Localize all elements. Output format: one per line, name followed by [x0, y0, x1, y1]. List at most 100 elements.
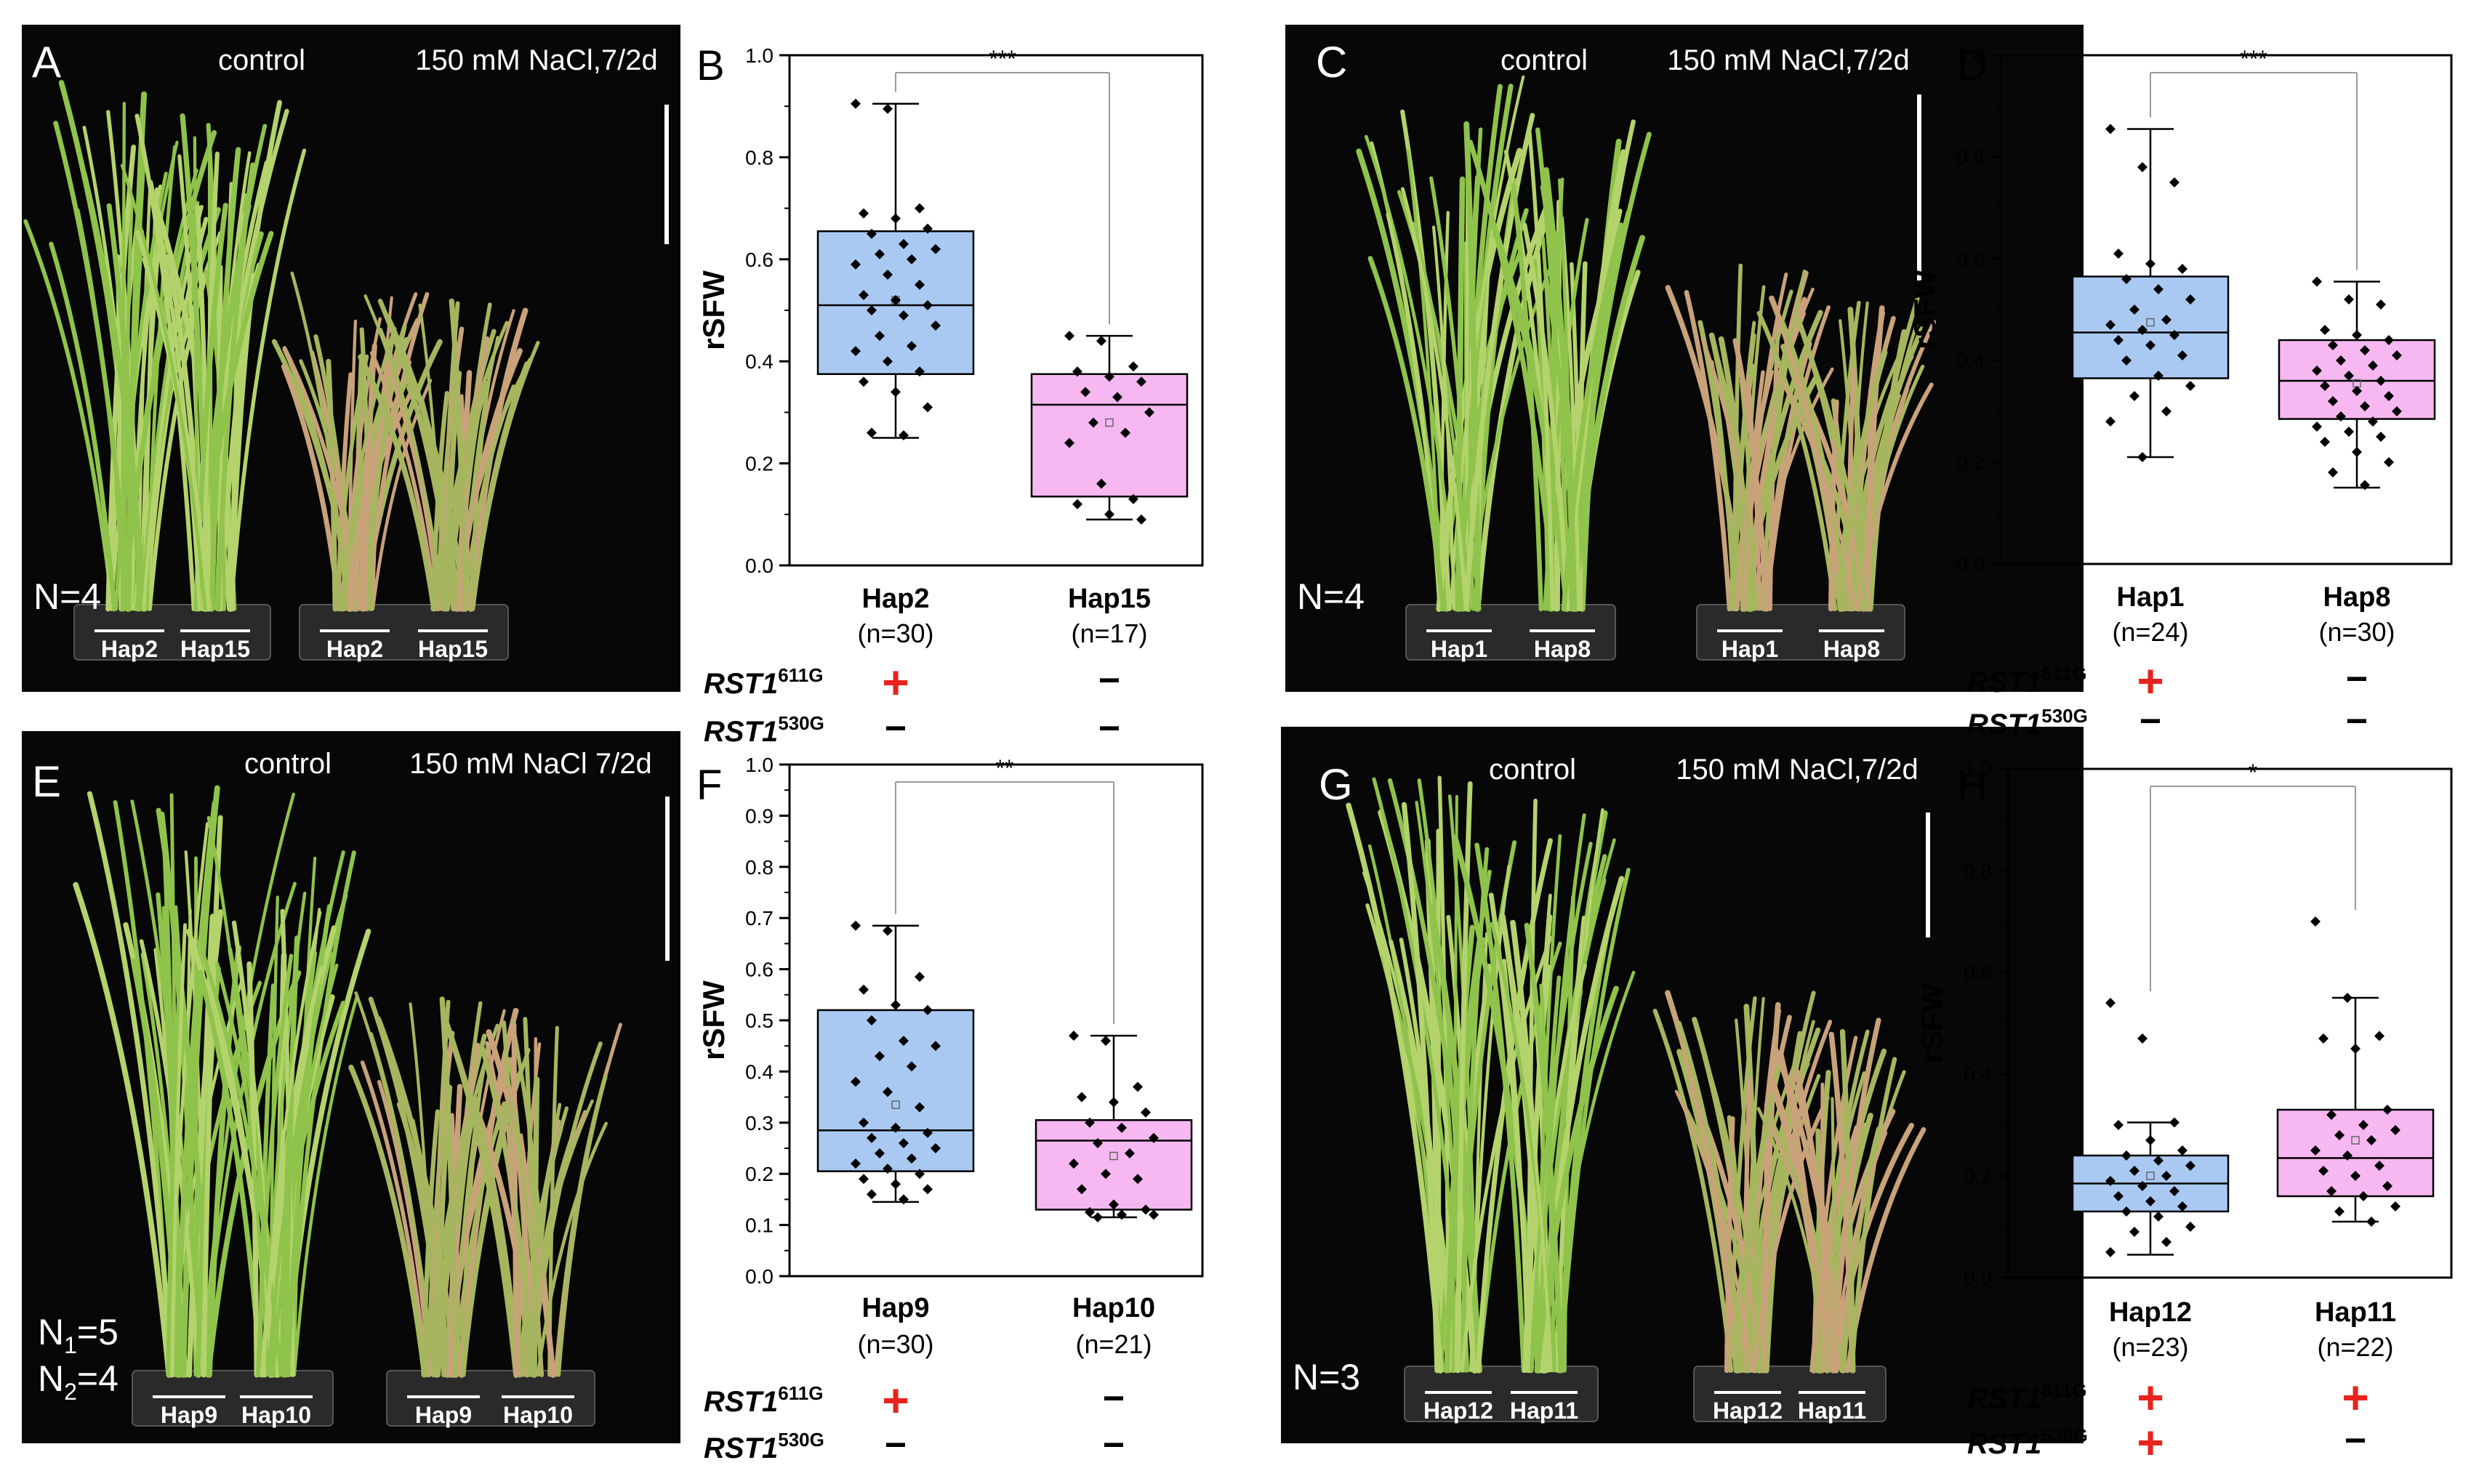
y-tick-label: 0.2 — [1964, 1165, 1992, 1187]
gene-name: RST1 — [704, 716, 778, 748]
y-tick-label: 0.4 — [1964, 1063, 1992, 1086]
data-point — [2105, 416, 2116, 427]
group-name: Hap8 — [2323, 582, 2391, 613]
genotype-plus: + — [882, 1374, 909, 1427]
data-point — [2344, 294, 2354, 305]
data-point — [915, 972, 925, 982]
data-point — [1101, 1036, 1111, 1046]
leaf-blade — [534, 1079, 537, 1375]
pot-label: Hap1 — [1721, 636, 1778, 662]
data-point — [1136, 515, 1146, 525]
genotype-plus: + — [2137, 1416, 2163, 1469]
significance-stars: *** — [989, 46, 1016, 72]
data-point — [2161, 1237, 2171, 1247]
pot-label: Hap15 — [180, 636, 250, 662]
n-rest: =4 — [77, 1358, 118, 1399]
group-name: Hap10 — [1072, 1293, 1155, 1323]
panel-letter: B — [696, 42, 725, 89]
data-point — [1093, 1212, 1103, 1222]
n-subscript: 2 — [64, 1379, 77, 1405]
data-point — [899, 1194, 909, 1204]
genotype-minus: − — [885, 708, 907, 750]
data-point — [923, 402, 933, 412]
data-point — [867, 427, 877, 437]
data-point — [2137, 162, 2148, 172]
y-axis-label: rSFW — [696, 270, 731, 350]
allele-superscript: 611G — [2041, 663, 2086, 685]
data-point — [1077, 1092, 1087, 1102]
allele-superscript: 530G — [778, 712, 824, 734]
data-point — [2185, 1222, 2195, 1232]
pot-label: Hap9 — [415, 1402, 472, 1428]
data-point — [2137, 452, 2148, 462]
significance-stars: ** — [996, 755, 1014, 781]
data-point — [2129, 391, 2140, 401]
allele-superscript: 530G — [2041, 705, 2088, 727]
significance-stars: * — [2249, 759, 2257, 786]
iqr-box — [2278, 1110, 2433, 1196]
data-point — [2342, 993, 2353, 1003]
box-group-hap1 — [2073, 124, 2228, 463]
sample-size-label: N=4 — [1297, 576, 1365, 617]
y-tick-label: 0.3 — [745, 1112, 774, 1134]
data-point — [859, 376, 869, 387]
pot-label: Hap10 — [241, 1402, 311, 1428]
sample-size-label: N1=5 — [38, 1312, 118, 1358]
genotype-plus: + — [2342, 1371, 2369, 1424]
genotype-minus: − — [2140, 701, 2161, 743]
panel-letter: G — [1319, 760, 1353, 809]
box-group-hap15 — [1032, 331, 1187, 525]
panel-letter: C — [1316, 38, 1347, 86]
data-point — [2177, 1145, 2187, 1156]
data-point — [1096, 336, 1106, 346]
gene-name: RST1 — [704, 1432, 778, 1464]
y-tick-label: 0.8 — [1956, 146, 1985, 169]
y-tick-label: 0.8 — [745, 146, 774, 169]
group-n: (n=30) — [857, 618, 933, 648]
genotype-row-label: RST1611G — [1967, 663, 2086, 698]
data-point — [859, 985, 869, 995]
box-group-hap10 — [1036, 1031, 1192, 1222]
data-point — [923, 1184, 933, 1194]
data-point — [1109, 1097, 1119, 1108]
y-tick-label: 0.6 — [1956, 248, 1985, 270]
gene-name: RST1 — [1967, 1383, 2041, 1415]
group-n: (n=21) — [1075, 1329, 1152, 1359]
data-point — [2113, 1120, 2124, 1130]
y-tick-label: 1.0 — [1964, 758, 1992, 781]
y-tick-label: 0.4 — [745, 350, 774, 373]
data-point — [2374, 1031, 2384, 1041]
data-point — [851, 921, 861, 931]
data-point — [899, 430, 909, 440]
data-point — [1133, 1082, 1143, 1092]
data-point — [2320, 437, 2330, 447]
data-point — [2352, 447, 2362, 457]
group-name: Hap1 — [2117, 582, 2185, 613]
data-point — [2376, 299, 2386, 310]
data-point — [2153, 1211, 2163, 1222]
pot-label: Hap2 — [326, 636, 383, 662]
box-group-hap11 — [2278, 916, 2433, 1227]
data-point — [2376, 432, 2386, 442]
data-point — [851, 99, 861, 109]
y-tick-label: 0.8 — [1964, 860, 1992, 882]
y-tick-label: 1.0 — [745, 44, 774, 67]
data-point — [2129, 1227, 2140, 1237]
data-point — [2105, 998, 2116, 1008]
photo-title-salt: 150 mM NaCl,7/2d — [415, 44, 657, 76]
group-n: (n=30) — [2318, 617, 2395, 647]
y-tick-label: 0.2 — [1956, 451, 1985, 474]
data-point — [2310, 916, 2321, 927]
data-point — [2105, 124, 2116, 134]
y-tick-label: 1.0 — [745, 754, 774, 776]
data-point — [2320, 325, 2330, 335]
iqr-box — [1036, 1120, 1192, 1209]
y-tick-label: 0.6 — [745, 959, 774, 981]
y-tick-label: 0.7 — [745, 907, 774, 929]
data-point — [2177, 264, 2187, 274]
group-name: Hap15 — [1068, 584, 1151, 614]
group-n: (n=30) — [857, 1329, 933, 1359]
allele-superscript: 530G — [2041, 1424, 2088, 1446]
